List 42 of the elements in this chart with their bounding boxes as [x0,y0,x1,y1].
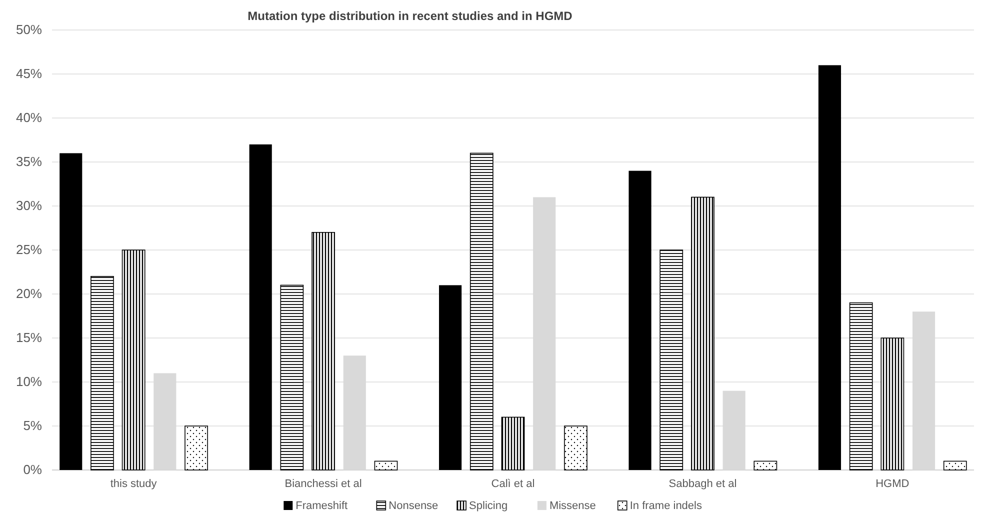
bar [660,250,684,470]
bar [691,196,714,470]
y-tick-label: 15% [16,330,42,345]
y-tick-label: 50% [16,22,42,37]
bar [818,65,842,470]
bar [564,426,588,470]
legend-label: Nonsense [388,500,438,512]
y-tick-label: 40% [16,110,42,125]
bar [849,302,873,470]
bar [943,460,967,470]
bar [470,152,494,470]
legend-label: Missense [549,500,596,512]
bar [628,170,652,470]
bar [880,338,904,470]
y-tick-label: 0% [23,462,42,477]
bar [754,460,778,470]
y-tick-label: 10% [16,374,42,389]
legend-label: Frameshift [296,500,348,512]
x-tick-label: Calì et al [491,478,535,490]
x-tick-label: Sabbagh et al [668,478,737,490]
x-tick-label: Bianchessi et al [284,478,362,490]
bar [184,426,208,470]
y-tick-label: 45% [16,66,42,81]
y-tick-label: 5% [23,418,42,433]
bar [501,416,525,470]
bar [249,144,272,470]
bar [60,153,82,470]
x-tick-label: this study [110,478,158,490]
x-tick-label: HGMD [876,478,910,490]
legend-label: Splicing [469,500,508,512]
y-tick-label: 20% [16,286,42,301]
bar [280,284,304,470]
y-tick-label: 30% [16,198,42,213]
bar [374,460,398,470]
bar [90,276,114,470]
chart-title: Mutation type distribution in recent studies and in HGMD [248,9,573,23]
legend-label: In frame indels [630,500,702,512]
y-tick-label: 35% [16,154,42,169]
y-tick-label: 25% [16,242,42,257]
bar [439,285,462,470]
bar [312,232,335,470]
bar [122,250,146,470]
